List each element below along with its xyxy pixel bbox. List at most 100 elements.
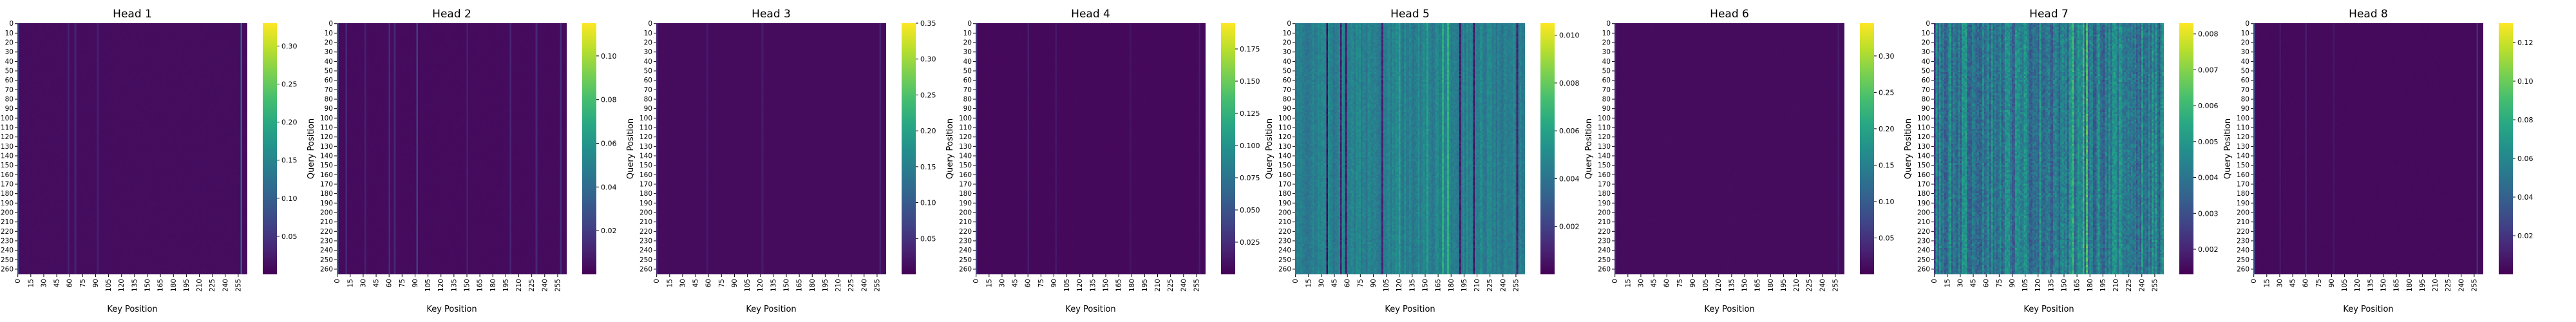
y-tick-label: 20	[325, 39, 333, 47]
x-tick-label: 60	[1983, 279, 1991, 287]
y-tick-label: 100	[2237, 115, 2249, 122]
x-tick-label: 15	[985, 279, 993, 287]
x-tick-label: 90	[2009, 279, 2016, 287]
y-tick-label: 60	[5, 77, 14, 84]
x-tick-label: 120	[1076, 279, 1084, 292]
y-tick-label: 140	[1917, 152, 1930, 160]
x-tick-label: 255	[1193, 279, 1200, 292]
heatmap-cells	[1934, 23, 2164, 274]
x-tick-label: 45	[692, 279, 700, 287]
heatmap-panel-3: Head 30102030405060708090100110120130140…	[626, 8, 936, 314]
x-tick-label: 150	[463, 279, 471, 292]
colorbar-tick-label: 0.15	[281, 156, 298, 165]
heatmap-cells	[976, 23, 1206, 274]
x-tick-label: 195	[502, 279, 510, 292]
y-tick-label: 240	[1, 247, 14, 254]
heatmap-cells	[2253, 23, 2483, 274]
y-tick-label: 50	[1602, 68, 1611, 75]
y-tick-label: 140	[1278, 152, 1291, 160]
x-tick-label: 195	[1780, 279, 1788, 292]
x-tick-label: 240	[860, 279, 868, 292]
y-tick-label: 230	[1598, 237, 1611, 245]
y-tick-label: 110	[1, 124, 14, 132]
panel-title: Head 3	[752, 8, 791, 21]
y-tick-label: 170	[320, 180, 333, 188]
y-tick-label: 160	[1278, 171, 1291, 179]
y-tick-label: 60	[2241, 77, 2249, 84]
colorbar-tick-label: 0.003	[2198, 209, 2219, 218]
x-tick-label: 255	[1832, 279, 1839, 292]
y-tick-label: 250	[1598, 256, 1611, 264]
panel-title: Head 2	[432, 8, 471, 21]
y-tick-label: 240	[320, 247, 333, 254]
heatmap-panel-1: Head 10102030405060708090100110120130140…	[1, 8, 298, 314]
x-tick-label: 150	[782, 279, 790, 292]
x-tick-label: 255	[1512, 279, 1520, 292]
y-tick-label: 260	[1598, 265, 1611, 273]
y-tick-label: 60	[1602, 77, 1611, 84]
colorbar	[1540, 23, 1555, 274]
x-tick-label: 150	[1102, 279, 1110, 292]
y-tick-label: 100	[1598, 115, 1611, 122]
heatmap-cells	[17, 23, 247, 274]
y-tick-label: 180	[1598, 190, 1611, 198]
panel-title: Head 5	[1390, 8, 1430, 21]
colorbar	[2179, 23, 2193, 274]
y-tick-label: 110	[320, 124, 333, 132]
x-tick-label: 210	[835, 279, 842, 292]
x-tick-label: 75	[2315, 279, 2323, 287]
y-tick-label: 240	[1598, 247, 1611, 254]
y-tick-label: 110	[1917, 124, 1930, 132]
y-tick-label: 70	[1602, 86, 1611, 94]
x-tick-label: 75	[1996, 279, 2003, 287]
y-tick-label: 260	[320, 265, 333, 273]
x-tick-label: 195	[1141, 279, 1149, 292]
y-tick-label: 220	[639, 228, 652, 236]
x-tick-label: 30	[1637, 279, 1645, 287]
x-tick-label: 45	[53, 279, 61, 287]
x-tick-label: 120	[437, 279, 445, 292]
x-tick-label: 120	[118, 279, 126, 292]
y-tick-label: 150	[1598, 162, 1611, 169]
x-tick-label: 135	[1728, 279, 1736, 292]
x-tick-label: 15	[666, 279, 674, 287]
x-tick-label: 210	[2432, 279, 2439, 292]
x-tick-label: 255	[2470, 279, 2478, 292]
y-tick-label: 0	[1926, 20, 1930, 28]
x-tick-label: 225	[1486, 279, 1494, 292]
heatmap-cells	[1615, 23, 1844, 274]
y-tick-label: 210	[1278, 218, 1291, 226]
colorbar-tick-label: 0.20	[281, 118, 298, 127]
y-tick-label: 160	[1917, 171, 1930, 179]
x-tick-label: 240	[2458, 279, 2465, 292]
y-tick-label: 10	[5, 30, 14, 37]
x-tick-label: 165	[1115, 279, 1123, 292]
colorbar-tick-label: 0.075	[1240, 174, 1260, 182]
x-tick-label: 30	[40, 279, 48, 287]
x-tick-label: 0	[1611, 279, 1619, 283]
x-tick-label: 15	[346, 279, 354, 287]
y-tick-label: 40	[1283, 58, 1291, 66]
x-tick-label: 105	[744, 279, 752, 292]
y-tick-label: 10	[2241, 30, 2249, 37]
y-tick-label: 260	[639, 265, 652, 273]
x-tick-label: 75	[79, 279, 87, 287]
heatmap-panel-6: Head 60102030405060708090100110120130140…	[1584, 8, 1895, 314]
y-tick-label: 180	[959, 190, 972, 198]
y-tick-label: 120	[1598, 133, 1611, 141]
y-tick-label: 10	[1283, 30, 1291, 37]
y-tick-label: 30	[644, 48, 652, 56]
x-tick-label: 180	[1767, 279, 1775, 292]
x-tick-label: 0	[2250, 279, 2258, 283]
y-tick-label: 240	[1278, 247, 1291, 254]
y-tick-label: 230	[1278, 237, 1291, 245]
colorbar-tick-label: 0.002	[1559, 223, 1580, 231]
y-tick-label: 100	[959, 115, 972, 122]
x-tick-label: 195	[822, 279, 829, 292]
colorbar-tick-label: 0.25	[281, 80, 298, 89]
x-tick-label: 15	[2263, 279, 2271, 287]
y-tick-label: 250	[1917, 256, 1930, 264]
x-tick-label: 180	[1128, 279, 1136, 292]
colorbar-tick-label: 0.008	[1559, 79, 1580, 88]
x-tick-label: 105	[2341, 279, 2349, 292]
